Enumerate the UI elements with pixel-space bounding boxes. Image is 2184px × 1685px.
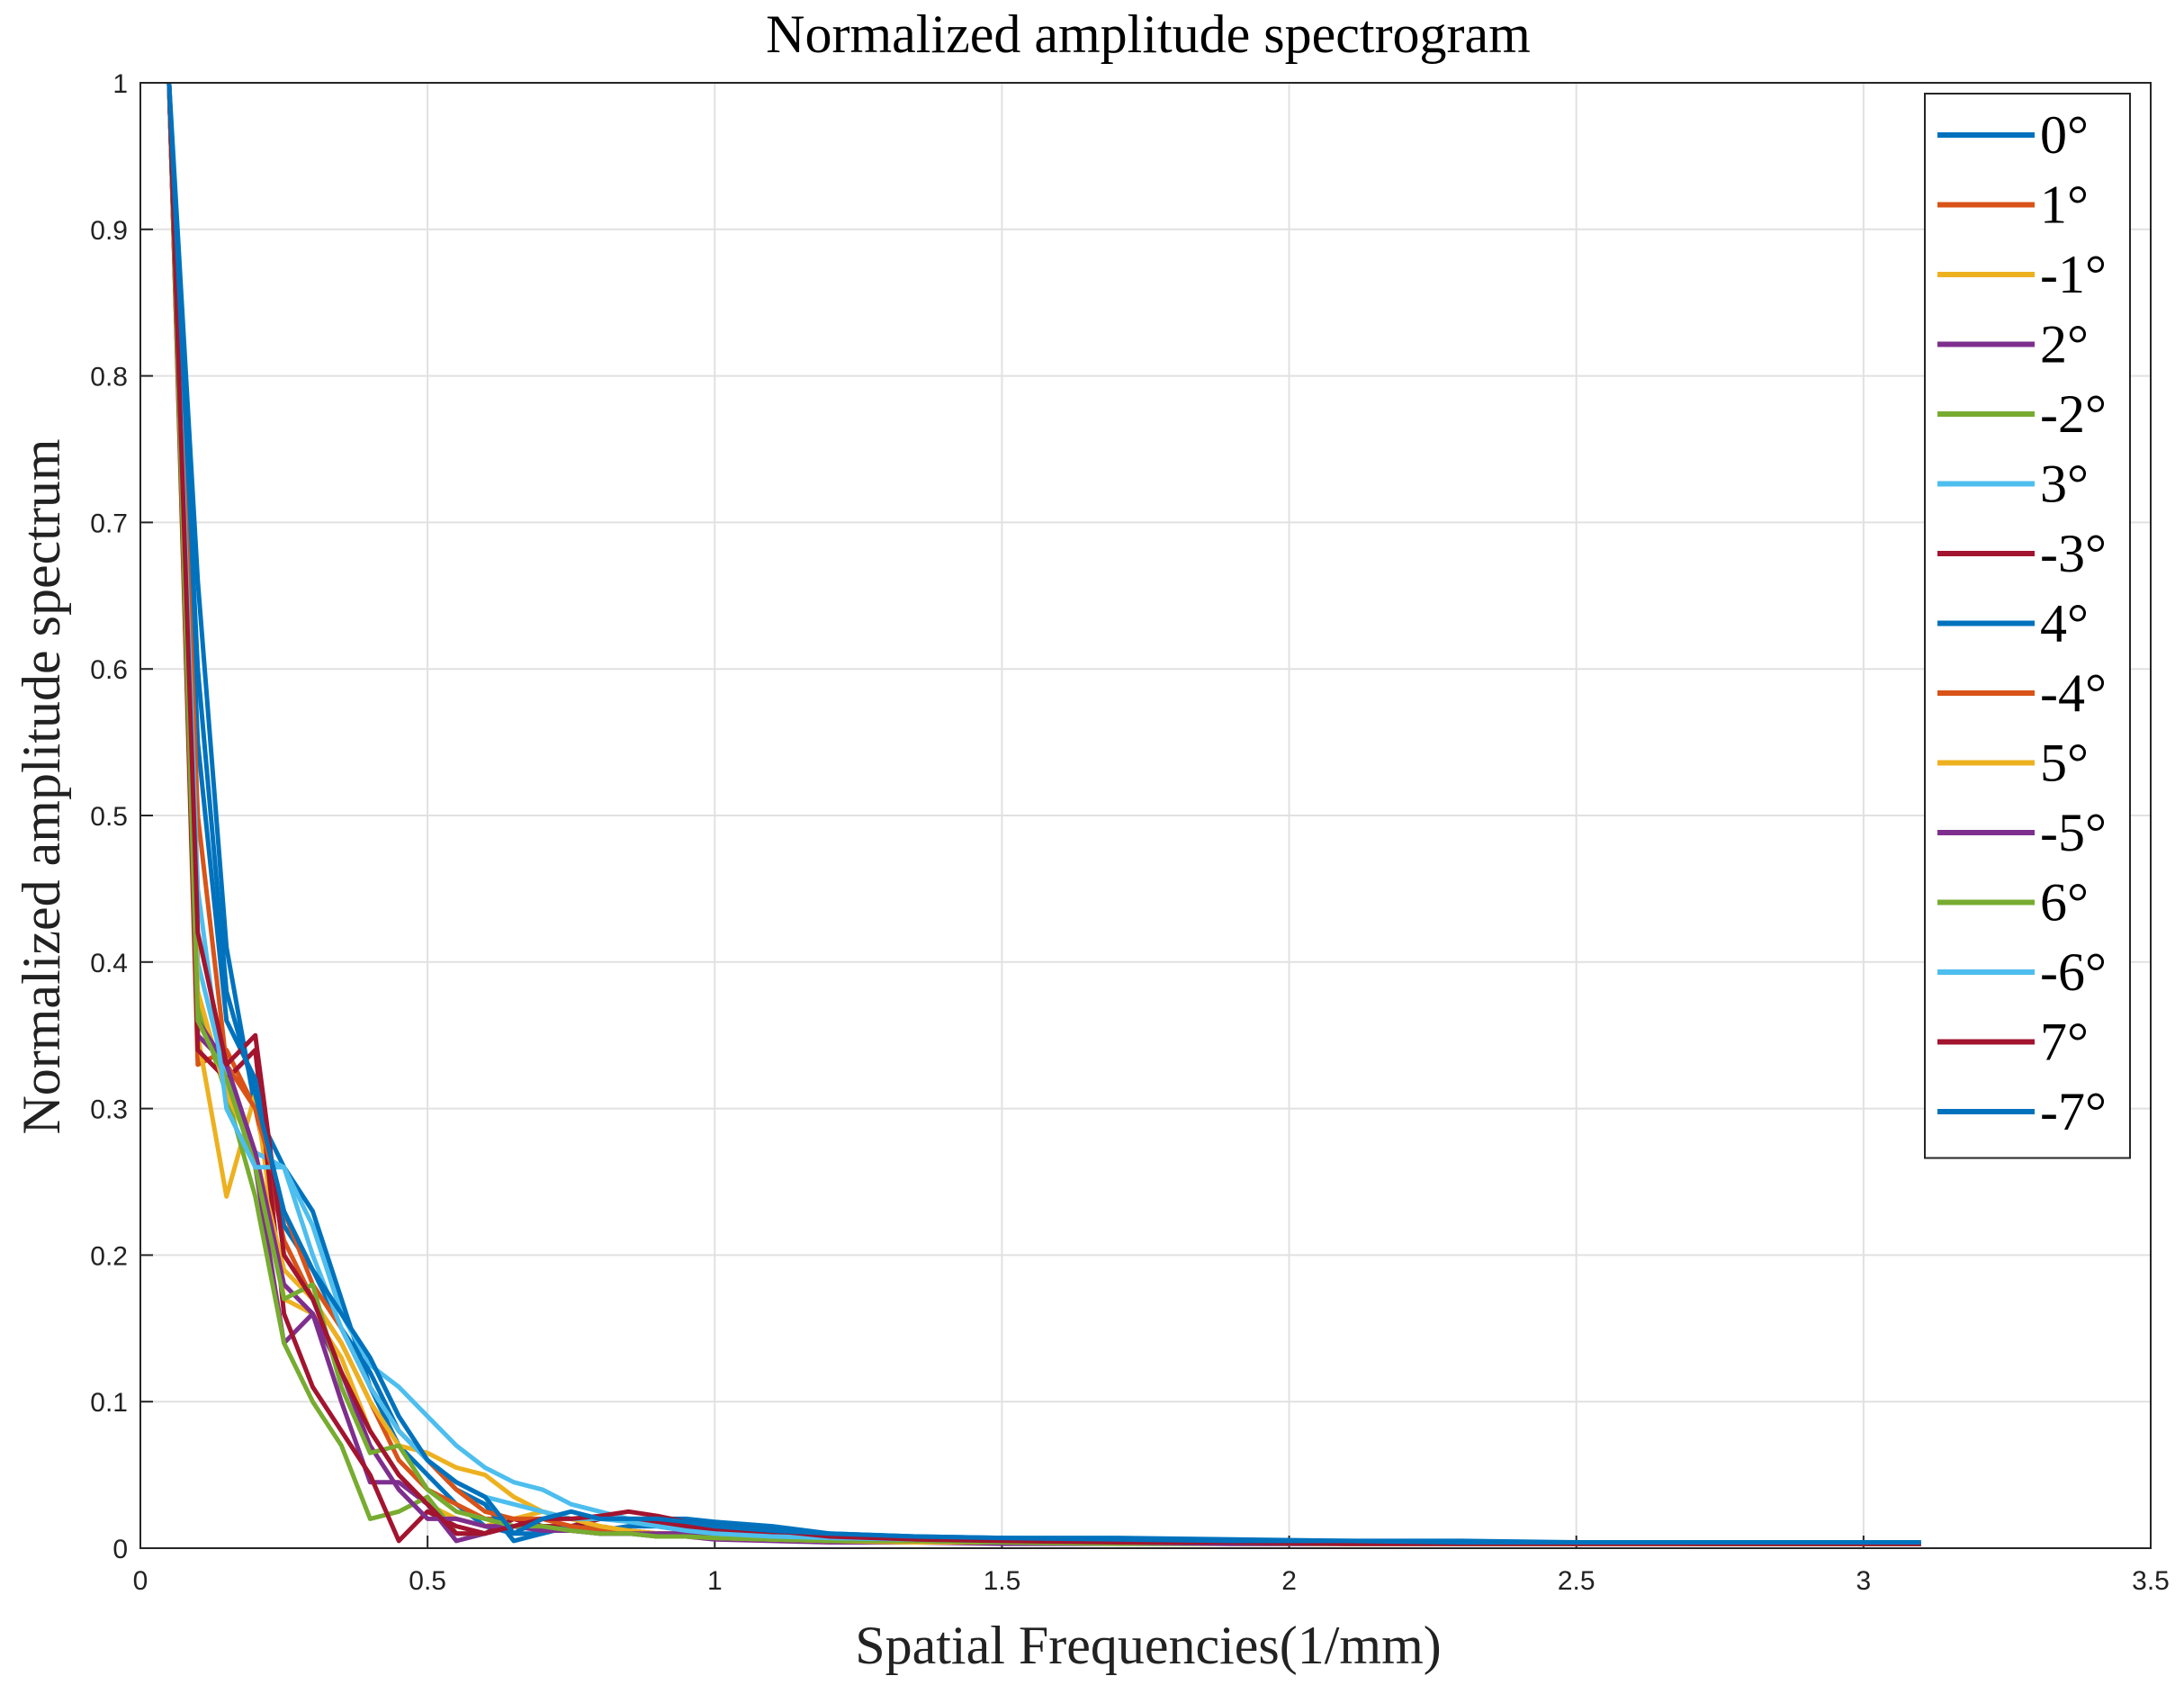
series-line bbox=[166, 82, 1921, 1546]
x-tick-label: 2.5 bbox=[1558, 1566, 1595, 1596]
legend-label: 2° bbox=[2040, 315, 2089, 374]
chart-title: Normalized amplitude spectrogram bbox=[766, 5, 1531, 64]
series-line bbox=[166, 82, 1921, 1545]
legend-label: -3° bbox=[2040, 524, 2107, 583]
tick-labels: 0 0.5 1 1.5 2 2.5 3 3.5 0 0.1 0.2 0.3 0.4 0.5 0.6 0.7 0.… bbox=[90, 69, 2170, 1596]
y-axis-label: Normalized amplitude spectrum bbox=[12, 438, 71, 1134]
legend-label: -2° bbox=[2040, 384, 2107, 444]
legend: 0° 1° -1° 2° -2° 3° -3° 4° -4° 5° -5° 6° -6° 7° -7° bbox=[1924, 93, 2131, 1159]
y-tick-label: 0.6 bbox=[90, 655, 128, 685]
legend-label: 3° bbox=[2040, 455, 2089, 514]
x-axis-label: Spatial Frequencies(1/mm) bbox=[855, 1616, 1442, 1675]
y-tick-label: 0.9 bbox=[90, 216, 128, 246]
legend-label: 1° bbox=[2040, 176, 2089, 235]
series-line bbox=[166, 82, 1921, 1546]
y-tick-label: 0.1 bbox=[90, 1388, 128, 1418]
y-tick-label: 0.4 bbox=[90, 949, 128, 978]
series-line bbox=[166, 82, 1921, 1546]
x-tick-label: 3.5 bbox=[2132, 1566, 2170, 1596]
series-line bbox=[166, 82, 1921, 1546]
legend-label: 5° bbox=[2040, 734, 2089, 793]
y-tick-label: 0.3 bbox=[90, 1095, 128, 1125]
series-line bbox=[166, 82, 1921, 1546]
x-tick-label: 1.5 bbox=[984, 1566, 1021, 1596]
x-tick-label: 3 bbox=[1856, 1566, 1872, 1596]
series-line bbox=[166, 82, 1921, 1546]
legend-label: -5° bbox=[2040, 803, 2107, 862]
y-tick-label: 0.2 bbox=[90, 1241, 128, 1271]
y-tick-label: 0.8 bbox=[90, 363, 128, 392]
y-tick-label: 0.7 bbox=[90, 509, 128, 538]
series-line bbox=[166, 82, 1921, 1545]
series-line bbox=[166, 82, 1921, 1546]
legend-label: 7° bbox=[2040, 1013, 2089, 1072]
y-tick-label: 1 bbox=[112, 69, 128, 99]
series-line bbox=[166, 82, 1921, 1545]
series-line bbox=[166, 82, 1921, 1545]
series-line bbox=[166, 82, 1921, 1546]
x-tick-label: 0.5 bbox=[409, 1566, 446, 1596]
x-tick-label: 1 bbox=[707, 1566, 723, 1596]
data-series bbox=[166, 82, 1921, 1546]
y-tick-label: 0 bbox=[112, 1535, 128, 1564]
legend-label: 0° bbox=[2040, 105, 2089, 165]
plot-frame bbox=[139, 82, 2152, 1549]
x-tick-label: 2 bbox=[1281, 1566, 1297, 1596]
series-line bbox=[166, 82, 1921, 1546]
legend-label: -1° bbox=[2040, 245, 2107, 304]
legend-label: -6° bbox=[2040, 942, 2107, 1002]
series-line bbox=[166, 82, 1921, 1546]
grid-lines bbox=[139, 82, 2152, 1549]
x-tick-label: 0 bbox=[133, 1566, 148, 1596]
legend-label: 4° bbox=[2040, 594, 2089, 653]
y-tick-label: 0.5 bbox=[90, 802, 128, 832]
legend-label: -7° bbox=[2040, 1082, 2107, 1141]
legend-label: 6° bbox=[2040, 873, 2089, 933]
legend-label: -4° bbox=[2040, 663, 2107, 723]
series-line bbox=[166, 82, 1921, 1546]
